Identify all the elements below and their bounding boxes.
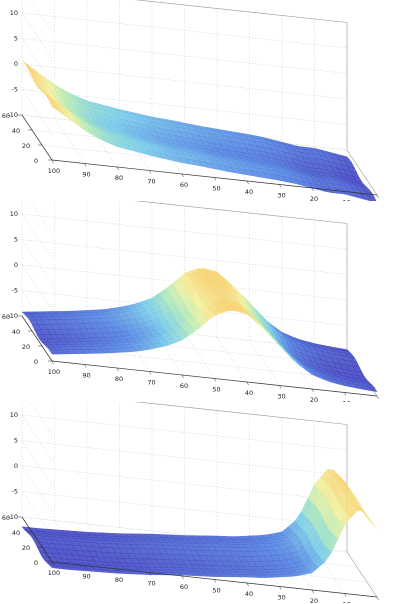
surface-mesh	[21, 268, 378, 393]
y-tick-label: 0	[34, 157, 38, 165]
x-tick-labels: 1009080706050403020100	[48, 561, 379, 604]
x-tick-label: 50	[212, 587, 220, 595]
z-tick-label: 0	[14, 462, 18, 470]
x-tick-label: 100	[48, 368, 60, 376]
x-tick-label: 100	[48, 167, 60, 175]
y-tick-label: 60	[2, 514, 10, 522]
z-tick-label: 10	[10, 9, 18, 17]
y-tick-label: 40	[12, 127, 20, 135]
surface-mesh	[21, 60, 377, 201]
surface-plot-3: 10090807060504030201000204060151050-5-10	[0, 402, 405, 603]
x-tick-label: 10	[342, 199, 350, 202]
x-tick-label: 30	[277, 393, 285, 401]
surface-plot-2: 10090807060504030201000204060151050-5-10	[0, 201, 405, 402]
x-tick-label: 90	[82, 171, 90, 179]
z-tick-labels: 151050-5-10	[7, 9, 18, 119]
z-tick-label: -5	[12, 86, 18, 94]
z-tick-label: 0	[14, 261, 18, 269]
z-tick-label: 5	[14, 35, 18, 43]
z-tick-label: 0	[14, 60, 18, 68]
y-tick-label: 20	[22, 142, 30, 150]
z-tick-labels: 151050-5-10	[7, 411, 18, 521]
x-tick-label: 50	[212, 386, 220, 394]
x-tick-label: 70	[147, 178, 155, 186]
surface-plot-3-svg: 10090807060504030201000204060151050-5-10	[2, 402, 379, 604]
surface-plot-1-svg: 10090807060504030201000204060151050-5-10	[2, 0, 379, 202]
x-tick-label: 60	[180, 181, 188, 189]
z-tick-label: -5	[12, 488, 18, 496]
x-tick-label: 70	[147, 379, 155, 387]
x-tick-label: 70	[147, 580, 155, 588]
surface-plot-2-svg: 10090807060504030201000204060151050-5-10	[2, 201, 379, 403]
y-tick-label: 60	[2, 313, 10, 321]
x-tick-label: 20	[310, 195, 318, 201]
z-tick-label: 10	[10, 411, 18, 419]
x-tick-label: 20	[310, 597, 318, 603]
x-tick-label: 80	[115, 174, 123, 182]
x-tick-label: 80	[115, 375, 123, 383]
x-tick-label: 10	[342, 400, 350, 403]
y-tick-label: 60	[2, 112, 10, 120]
x-tick-label: 30	[277, 192, 285, 200]
x-tick-label: 20	[310, 396, 318, 402]
x-tick-label: 60	[180, 382, 188, 390]
x-tick-label: 30	[277, 594, 285, 602]
z-tick-label: -10	[7, 513, 18, 521]
x-tick-label: 10	[342, 601, 350, 604]
y-tick-label: 0	[34, 358, 38, 366]
z-tick-label: 5	[14, 236, 18, 244]
x-tick-label: 90	[82, 372, 90, 380]
y-tick-label: 40	[12, 529, 20, 537]
x-tick-label: 60	[180, 583, 188, 591]
x-tick-label: 40	[245, 188, 253, 196]
y-tick-label: 0	[34, 559, 38, 567]
z-tick-label: -10	[7, 111, 18, 119]
y-tick-label: 20	[22, 343, 30, 351]
x-tick-labels: 1009080706050403020100	[48, 360, 379, 403]
x-tick-label: 40	[245, 590, 253, 598]
z-tick-label: -10	[7, 312, 18, 320]
y-tick-label: 40	[12, 328, 20, 336]
x-tick-labels: 1009080706050403020100	[48, 159, 379, 202]
z-tick-label: -5	[12, 287, 18, 295]
y-tick-label: 20	[22, 544, 30, 552]
surface-mesh	[21, 469, 378, 578]
x-tick-label: 100	[48, 569, 60, 577]
x-tick-label: 50	[212, 185, 220, 193]
z-tick-labels: 151050-5-10	[7, 210, 18, 320]
z-tick-label: 5	[14, 437, 18, 445]
surface-plot-1: 10090807060504030201000204060151050-5-10	[0, 0, 405, 201]
x-tick-label: 80	[115, 576, 123, 584]
axis-box	[135, 0, 378, 196]
z-tick-label: 10	[10, 210, 18, 218]
x-tick-label: 90	[82, 573, 90, 581]
x-tick-label: 40	[245, 389, 253, 397]
